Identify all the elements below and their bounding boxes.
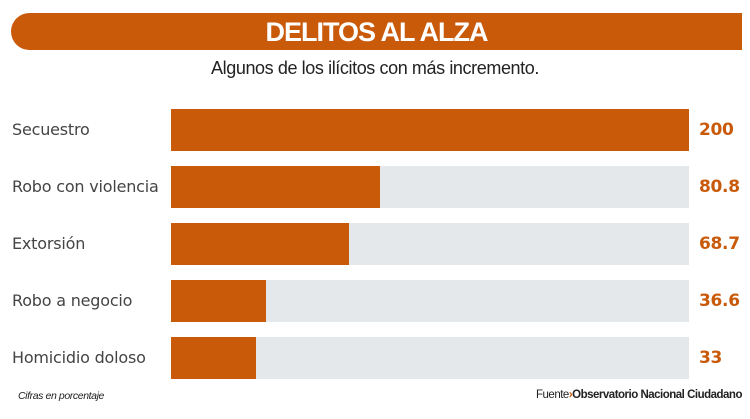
- bar-row: Robo a negocio 36.6: [0, 280, 750, 322]
- bar-track: [171, 223, 689, 265]
- bar-label: Robo con violencia: [12, 177, 159, 196]
- bar-row: Robo con violencia 80.8: [0, 166, 750, 208]
- bar-value: 33: [699, 348, 723, 368]
- bar-row: Secuestro 200: [0, 109, 750, 151]
- title-banner: DELITOS AL ALZA: [11, 13, 742, 50]
- bar-fill: [171, 109, 689, 151]
- bar-value: 200: [699, 120, 734, 140]
- bar-label: Secuestro: [12, 120, 90, 139]
- bar-track: [171, 109, 689, 151]
- bar-track: [171, 166, 689, 208]
- bar-row: Extorsión 68.7: [0, 223, 750, 265]
- chevron-right-icon: ›: [568, 389, 573, 401]
- bar-fill: [171, 280, 266, 322]
- bar-fill: [171, 223, 349, 265]
- bar-track: [171, 337, 689, 379]
- units-note: Cifras en porcentaje: [18, 390, 104, 402]
- bar-label: Extorsión: [12, 234, 86, 253]
- source-label: Fuente: [536, 389, 569, 401]
- bar-row: Homicidio doloso 33: [0, 337, 750, 379]
- bar-label: Homicidio doloso: [12, 348, 146, 367]
- bar-track: [171, 280, 689, 322]
- bar-value: 68.7: [699, 234, 740, 254]
- chart-subtitle: Algunos de los ilícitos con más incremen…: [211, 58, 539, 78]
- chart-title: DELITOS AL ALZA: [265, 17, 488, 47]
- source-name: Observatorio Nacional Ciudadano: [572, 389, 742, 401]
- bar-value: 80.8: [699, 177, 740, 197]
- source-credit: Fuente›Observatorio Nacional Ciudadano: [536, 389, 742, 401]
- bar-fill: [171, 166, 381, 208]
- bar-label: Robo a negocio: [12, 291, 133, 310]
- bar-fill: [171, 337, 257, 379]
- bar-value: 36.6: [699, 291, 740, 311]
